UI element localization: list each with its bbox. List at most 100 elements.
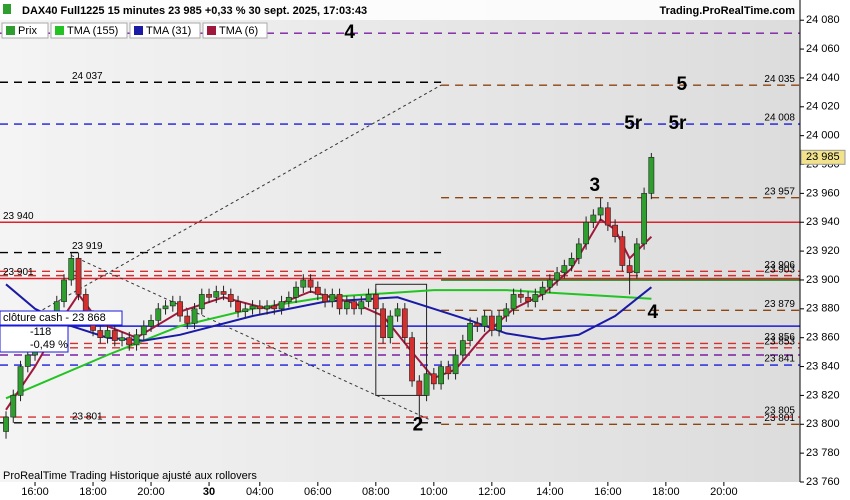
candle-body <box>256 305 263 310</box>
candle-body <box>517 294 524 298</box>
candle-body <box>322 294 328 302</box>
candle-body <box>590 214 597 223</box>
cash-change: -118 <box>30 326 51 338</box>
candle-body <box>278 301 285 310</box>
x-tick-label: 30 <box>203 486 215 498</box>
candle-body <box>111 330 118 341</box>
level-label: 23 940 <box>3 211 34 222</box>
candle-body <box>459 340 466 356</box>
candle-body <box>648 156 655 194</box>
candle-body <box>68 258 75 281</box>
candle-body <box>387 315 394 338</box>
x-tick-label: 04:00 <box>246 486 274 498</box>
y-tick-label: 23 780 <box>806 447 840 459</box>
y-tick-label: 24 000 <box>806 130 840 142</box>
y-axis-background <box>800 0 850 500</box>
candle-body <box>61 279 67 302</box>
candle-body <box>575 243 582 259</box>
candle-body <box>104 330 111 338</box>
candle-body <box>343 301 350 310</box>
candle-body <box>162 305 169 310</box>
level-label: 23 879 <box>764 299 795 310</box>
candle-body <box>235 301 241 313</box>
candle-body <box>438 366 444 385</box>
x-tick-label: 18:00 <box>79 486 107 498</box>
candle-body <box>17 366 24 396</box>
candle-body <box>612 224 619 237</box>
x-tick-label: 14:00 <box>536 486 564 498</box>
annotation: 5r <box>624 113 643 134</box>
candle-body <box>619 236 626 266</box>
candle-body <box>329 294 336 302</box>
cash-box: clôture cash - 23 868 -118 -0,49 % <box>0 310 123 353</box>
candle-body <box>467 322 473 341</box>
candle-body <box>242 308 249 313</box>
candle-body <box>641 193 648 245</box>
candle-body <box>191 308 198 324</box>
candle-body <box>568 258 575 266</box>
plot: 24 037 24 035 24 008 23 957 23 940 23 919 23 9… <box>0 19 804 486</box>
legend-label: TMA (6) <box>219 25 258 37</box>
legend-frame <box>202 22 268 39</box>
candle-body <box>452 354 459 375</box>
candle-body <box>300 279 307 288</box>
x-tick-label: 20:00 <box>710 486 738 498</box>
x-tick-label: 06:00 <box>304 486 332 498</box>
x-tick-label: 12:00 <box>478 486 506 498</box>
level-label: 23 853 <box>764 336 795 347</box>
header-title: DAX40 Full1225 15 minutes 23 985 +0,33 %… <box>22 5 367 17</box>
level-label: 23 801 <box>72 411 103 422</box>
candle-body <box>554 272 560 281</box>
level-label: 23 901 <box>3 267 34 278</box>
y-tick-label: 24 020 <box>806 101 840 113</box>
level-label: 23 919 <box>72 241 103 252</box>
candle-body <box>365 294 372 302</box>
candle-body <box>126 337 133 346</box>
x-tick-label: 20:00 <box>137 486 165 498</box>
candle-body <box>532 294 539 302</box>
legend-label: TMA (155) <box>67 25 118 37</box>
candle-body <box>561 265 568 274</box>
candle-body <box>155 308 162 321</box>
legend-swatch <box>55 26 64 35</box>
y-tick-label: 23 860 <box>806 332 840 344</box>
candle-body <box>380 308 386 338</box>
candle-body <box>604 207 611 226</box>
level-label: 23 805 <box>764 406 795 417</box>
header-icon <box>3 4 11 14</box>
candle-body <box>409 337 415 382</box>
candle-body <box>510 294 517 310</box>
candle-body <box>503 308 510 317</box>
y-tick-label: 23 940 <box>806 216 840 228</box>
y-tick-label: 23 840 <box>806 360 840 372</box>
candle-body <box>336 294 343 310</box>
level-label: 23 801 <box>764 413 795 424</box>
legend-swatch <box>207 26 216 35</box>
trendline <box>5 84 442 331</box>
candle-body <box>249 305 256 310</box>
candle-body <box>285 296 292 302</box>
candle-body <box>597 207 604 216</box>
candle-body <box>10 395 17 418</box>
candle-body <box>213 291 220 298</box>
legend-swatch <box>6 26 15 35</box>
candle-body <box>539 286 546 295</box>
candle-body <box>148 320 154 327</box>
candle-body <box>583 221 589 245</box>
legend-frame <box>129 22 201 39</box>
candle-body <box>271 305 278 310</box>
level-label: 23 856 <box>764 332 795 343</box>
candle-body <box>97 330 104 338</box>
level-label: 24 035 <box>764 74 795 85</box>
header-site: Trading.ProRealTime.com <box>659 5 795 17</box>
legend-label: Prix <box>18 25 37 37</box>
candle-body <box>445 366 452 375</box>
candle-body <box>184 315 191 324</box>
y-tick-label: 23 900 <box>806 274 840 286</box>
candle-body <box>525 296 531 302</box>
x-axis-background <box>0 482 800 500</box>
candle-body <box>227 294 234 302</box>
x-tick-label: 10:00 <box>420 486 448 498</box>
cash-box-frame <box>0 310 123 326</box>
